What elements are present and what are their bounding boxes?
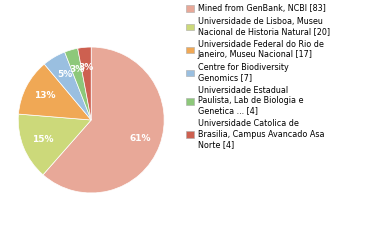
Wedge shape <box>65 48 91 120</box>
Wedge shape <box>44 52 91 120</box>
Text: 15%: 15% <box>32 135 53 144</box>
Text: 61%: 61% <box>130 134 151 143</box>
Wedge shape <box>43 47 164 193</box>
Legend: Mined from GenBank, NCBI [83], Universidade de Lisboa, Museu
Nacional de Histori: Mined from GenBank, NCBI [83], Universid… <box>187 4 330 149</box>
Wedge shape <box>19 64 91 120</box>
Text: 13%: 13% <box>34 91 55 100</box>
Wedge shape <box>78 47 91 120</box>
Text: 3%: 3% <box>79 63 94 72</box>
Text: 3%: 3% <box>69 65 84 74</box>
Wedge shape <box>18 114 91 175</box>
Text: 5%: 5% <box>57 70 72 79</box>
